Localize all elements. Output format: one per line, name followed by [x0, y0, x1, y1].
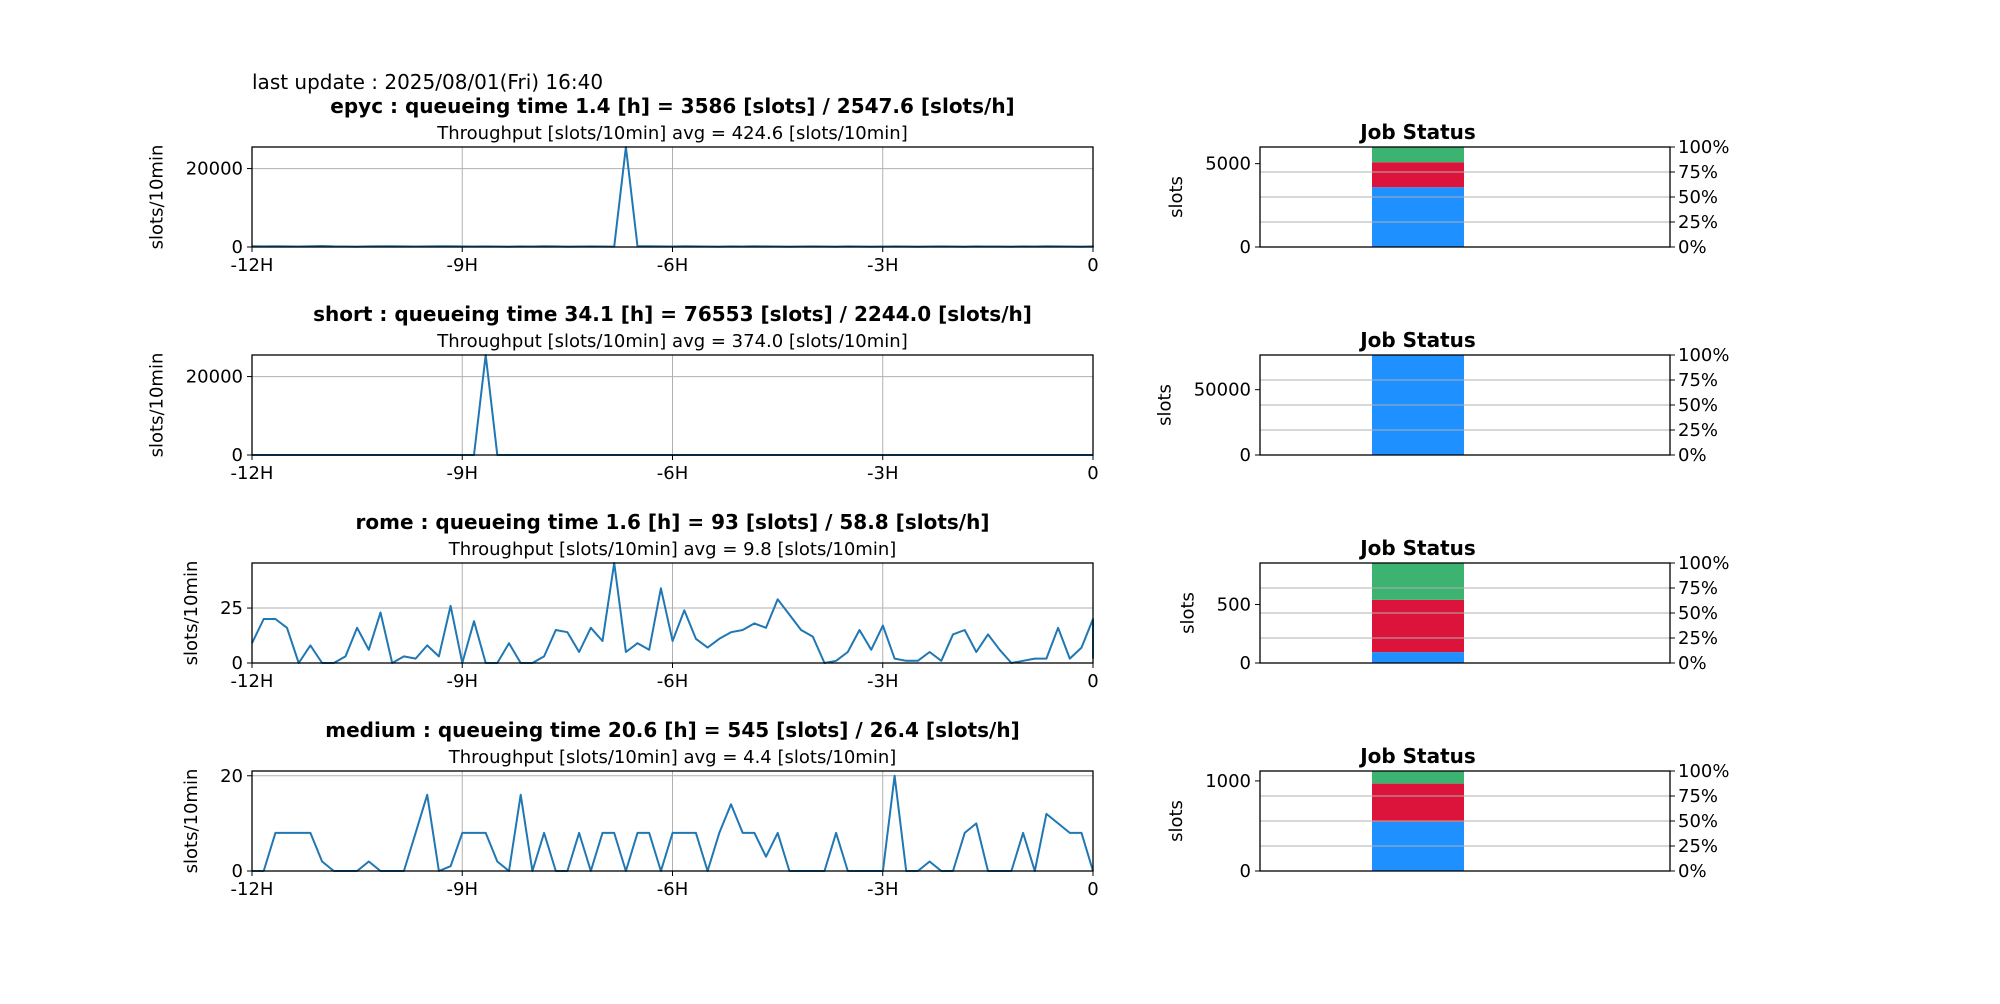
epyc-status-frame — [1259, 146, 1671, 248]
medium-status-ytick-label-1: 1000 — [1205, 771, 1251, 792]
short-status-rtick-label-0: 0% — [1678, 445, 1707, 466]
epyc-status-rtick-label-2: 50% — [1678, 187, 1718, 208]
epyc-xtick-label-0: -12H — [231, 255, 274, 276]
short-chart-title: short : queueing time 34.1 [h] = 76553 [… — [313, 302, 1032, 326]
rome-ytick-label-0: 0 — [232, 653, 243, 674]
epyc-status-rtick-label-3: 75% — [1678, 162, 1718, 183]
rome-xtick-label-4: 0 — [1087, 671, 1098, 692]
rome-xtick-label-2: -6H — [657, 671, 688, 692]
rome-xtick-label-0: -12H — [231, 671, 274, 692]
short-status-frame — [1259, 354, 1671, 456]
short-xtick-label-0: -12H — [231, 463, 274, 484]
medium-status-rtick-label-1: 25% — [1678, 836, 1718, 857]
rome-status-bar-running — [1372, 652, 1464, 663]
rome-status-frame — [1259, 562, 1671, 664]
short-ylabel: slots/10min — [147, 353, 168, 458]
medium-chart-subtitle: Throughput [slots/10min] avg = 4.4 [slot… — [448, 747, 897, 768]
rome-status-bar-other — [1372, 563, 1464, 600]
medium-xtick-label-2: -6H — [657, 879, 688, 900]
epyc-status-ytick-label-0: 0 — [1240, 237, 1251, 258]
epyc-chart-subtitle: Throughput [slots/10min] avg = 424.6 [sl… — [436, 123, 907, 144]
epyc-xtick-label-3: -3H — [867, 255, 898, 276]
medium-ylabel: slots/10min — [181, 769, 202, 874]
short-status-ytick-label-0: 0 — [1240, 445, 1251, 466]
medium-status-bar-other — [1372, 771, 1464, 784]
epyc-ytick-label-1: 20000 — [186, 159, 243, 180]
epyc-status-rtick-label-1: 25% — [1678, 212, 1718, 233]
rome-chart-subtitle: Throughput [slots/10min] avg = 9.8 [slot… — [448, 539, 897, 560]
medium-status-rtick-label-0: 0% — [1678, 861, 1707, 882]
medium-ytick-label-0: 0 — [232, 861, 243, 882]
epyc-status-bar-running — [1372, 187, 1464, 247]
rome-status-title: Job Status — [1358, 536, 1476, 560]
short-status-title: Job Status — [1358, 328, 1476, 352]
short-xtick-label-4: 0 — [1087, 463, 1098, 484]
medium-status-frame — [1259, 770, 1671, 872]
medium-xtick-label-4: 0 — [1087, 879, 1098, 900]
medium-xtick-label-0: -12H — [231, 879, 274, 900]
medium-status-title: Job Status — [1358, 744, 1476, 768]
medium-status-bar-queued — [1372, 783, 1464, 822]
short-xtick-label-1: -9H — [447, 463, 478, 484]
medium-ytick-label-1: 20 — [220, 766, 243, 787]
medium-status-ytick-label-0: 0 — [1240, 861, 1251, 882]
short-status-rtick-label-4: 100% — [1678, 345, 1729, 366]
rome-xtick-label-1: -9H — [447, 671, 478, 692]
epyc-ylabel: slots/10min — [147, 145, 168, 250]
short-xtick-label-3: -3H — [867, 463, 898, 484]
rome-status-rtick-label-1: 25% — [1678, 628, 1718, 649]
epyc-xtick-label-1: -9H — [447, 255, 478, 276]
medium-status-rtick-label-3: 75% — [1678, 786, 1718, 807]
last-update-label: last update : 2025/08/01(Fri) 16:40 — [252, 70, 604, 94]
short-ytick-label-0: 0 — [232, 445, 243, 466]
rome-status-rtick-label-4: 100% — [1678, 553, 1729, 574]
epyc-chart-title: epyc : queueing time 1.4 [h] = 3586 [slo… — [330, 94, 1014, 118]
epyc-status-rtick-label-4: 100% — [1678, 137, 1729, 158]
medium-xtick-label-3: -3H — [867, 879, 898, 900]
epyc-status-title: Job Status — [1358, 120, 1476, 144]
medium-xtick-label-1: -9H — [447, 879, 478, 900]
medium-status-rtick-label-2: 50% — [1678, 811, 1718, 832]
short-chart-subtitle: Throughput [slots/10min] avg = 374.0 [sl… — [436, 331, 907, 352]
medium-status-ylabel: slots — [1166, 800, 1187, 842]
medium-status-rtick-label-4: 100% — [1678, 761, 1729, 782]
short-status-ytick-label-1: 50000 — [1194, 380, 1251, 401]
rome-ylabel: slots/10min — [181, 561, 202, 666]
short-status-rtick-label-3: 75% — [1678, 370, 1718, 391]
epyc-ytick-label-0: 0 — [232, 237, 243, 258]
epyc-status-ylabel: slots — [1166, 176, 1187, 218]
epyc-status-bar-queued — [1372, 162, 1464, 188]
epyc-status-ytick-label-1: 5000 — [1205, 154, 1251, 175]
epyc-xtick-label-4: 0 — [1087, 255, 1098, 276]
short-status-rtick-label-1: 25% — [1678, 420, 1718, 441]
epyc-status-bar-other — [1372, 147, 1464, 163]
rome-ytick-label-1: 25 — [220, 598, 243, 619]
rome-throughput-line — [251, 562, 1094, 664]
medium-chart-title: medium : queueing time 20.6 [h] = 545 [s… — [325, 718, 1019, 742]
rome-status-ylabel: slots — [1178, 592, 1199, 634]
rome-status-bar-queued — [1372, 599, 1464, 653]
rome-status-rtick-label-2: 50% — [1678, 603, 1718, 624]
rome-xtick-label-3: -3H — [867, 671, 898, 692]
epyc-status-rtick-label-0: 0% — [1678, 237, 1707, 258]
epyc-xtick-label-2: -6H — [657, 255, 688, 276]
rome-status-rtick-label-3: 75% — [1678, 578, 1718, 599]
short-status-ylabel: slots — [1155, 384, 1176, 426]
rome-status-ytick-label-1: 500 — [1217, 595, 1251, 616]
short-status-rtick-label-2: 50% — [1678, 395, 1718, 416]
short-xtick-label-2: -6H — [657, 463, 688, 484]
short-ytick-label-1: 20000 — [186, 367, 243, 388]
rome-chart-title: rome : queueing time 1.6 [h] = 93 [slots… — [356, 510, 990, 534]
rome-status-rtick-label-0: 0% — [1678, 653, 1707, 674]
rome-status-ytick-label-0: 0 — [1240, 653, 1251, 674]
